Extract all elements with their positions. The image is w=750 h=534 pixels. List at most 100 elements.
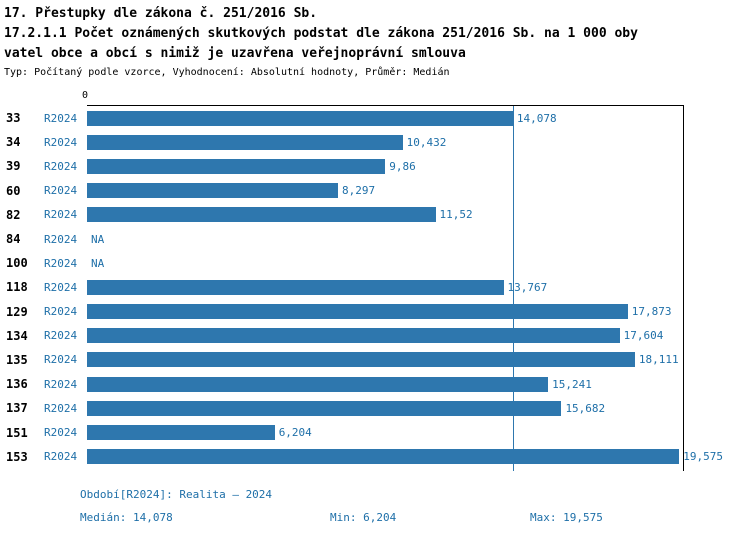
bar-zone: 17,873 <box>87 300 683 324</box>
chart-row: 151 R2024 6,204 <box>0 420 750 444</box>
value-label: 8,297 <box>342 184 376 198</box>
chart-row: 129 R2024 17,873 <box>0 300 750 324</box>
series-label: R2024 <box>44 450 78 464</box>
value-label: 17,604 <box>623 329 664 343</box>
value-label: 15,241 <box>552 377 592 391</box>
series-label: R2024 <box>44 208 78 222</box>
category-label: 84 <box>6 232 21 247</box>
series-label: R2024 <box>44 329 78 343</box>
bar-zone: 8,297 <box>87 179 683 203</box>
chart-meta: Typ: Počítaný podle vzorce, Vyhodnocení:… <box>4 67 450 78</box>
value-label: 11,52 <box>439 208 473 222</box>
value-label: 19,575 <box>683 450 723 464</box>
series-label: R2024 <box>44 353 78 367</box>
category-label: 100 <box>6 256 28 271</box>
bar-zone: NA <box>87 227 683 251</box>
chart-rows: 33 R2024 14,078 34 R2024 10,432 39 R2024… <box>0 106 750 469</box>
chart-row: 136 R2024 15,241 <box>0 372 750 396</box>
series-label: R2024 <box>44 280 78 294</box>
value-label: 10,432 <box>406 135 447 149</box>
min-stat: Min: 6,204 <box>330 511 397 524</box>
category-label: 153 <box>6 449 28 464</box>
value-label: 9,86 <box>389 159 416 173</box>
bar-zone: 17,604 <box>87 324 683 348</box>
category-label: 136 <box>6 377 28 392</box>
series-label: R2024 <box>44 111 78 125</box>
bar <box>87 304 628 320</box>
category-label: 118 <box>6 280 28 295</box>
chart-row: 118 R2024 13,767 <box>0 275 750 299</box>
bar <box>87 183 339 199</box>
series-label: R2024 <box>44 401 78 415</box>
chart-title-line2: 17.2.1.1 Počet oznámených skutkových pod… <box>4 26 638 41</box>
category-label: 39 <box>6 159 21 174</box>
chart-row: 153 R2024 19,575 <box>0 445 750 469</box>
bar <box>87 207 436 223</box>
value-label: 17,873 <box>631 305 672 319</box>
category-label: 137 <box>6 401 28 416</box>
median-stat: Medián: 14,078 <box>80 511 173 524</box>
category-label: 82 <box>6 207 21 222</box>
chart-title-line3: vatel obce a obcí s nimiž je uzavřena ve… <box>4 46 466 61</box>
value-label: 18,111 <box>638 353 679 367</box>
chart-row: 134 R2024 17,604 <box>0 324 750 348</box>
value-label: 14,078 <box>516 111 557 125</box>
value-label: NA <box>91 232 105 246</box>
chart-row: 135 R2024 18,111 <box>0 348 750 372</box>
value-label: 6,204 <box>278 426 312 440</box>
series-label: R2024 <box>44 184 78 198</box>
bar-zone: 15,682 <box>87 396 683 420</box>
series-label: R2024 <box>44 159 78 173</box>
category-label: 129 <box>6 304 28 319</box>
chart-row: 100 R2024 NA <box>0 251 750 275</box>
category-label: 134 <box>6 328 28 343</box>
bar-zone: 9,86 <box>87 154 683 178</box>
x-axis-zero-label: 0 <box>82 90 89 101</box>
bar <box>87 158 386 174</box>
category-label: 135 <box>6 352 28 367</box>
series-label: R2024 <box>44 256 78 270</box>
chart-row: 60 R2024 8,297 <box>0 179 750 203</box>
bar-zone: NA <box>87 251 683 275</box>
chart-title-line1: 17. Přestupky dle zákona č. 251/2016 Sb. <box>4 6 318 21</box>
bar <box>87 134 403 150</box>
chart-row: 39 R2024 9,86 <box>0 154 750 178</box>
series-label: R2024 <box>44 135 78 149</box>
chart-row: 33 R2024 14,078 <box>0 106 750 130</box>
bar <box>87 449 680 465</box>
series-label: R2024 <box>44 305 78 319</box>
bar <box>87 425 275 441</box>
bar <box>87 376 549 392</box>
bar-zone: 18,111 <box>87 348 683 372</box>
chart-header: 17. Přestupky dle zákona č. 251/2016 Sb.… <box>4 4 638 78</box>
chart-row: 137 R2024 15,682 <box>0 396 750 420</box>
bar <box>87 279 504 295</box>
bar-zone: 19,575 <box>87 445 723 469</box>
chart-row: 84 R2024 NA <box>0 227 750 251</box>
bar-zone: 15,241 <box>87 372 683 396</box>
legend: Období[R2024]: Realita – 2024 <box>80 488 273 501</box>
bar-zone: 6,204 <box>87 420 683 444</box>
bar-zone: 13,767 <box>87 275 683 299</box>
series-label: R2024 <box>44 426 78 440</box>
bar <box>87 352 635 368</box>
category-label: 60 <box>6 183 21 198</box>
category-label: 33 <box>6 111 21 126</box>
bar-zone: 11,52 <box>87 203 683 227</box>
bar <box>87 400 562 416</box>
category-label: 151 <box>6 425 28 440</box>
bar-zone: 14,078 <box>87 106 683 130</box>
bar <box>87 328 620 344</box>
chart-row: 34 R2024 10,432 <box>0 130 750 154</box>
bar <box>87 110 513 126</box>
bar-zone: 10,432 <box>87 130 683 154</box>
max-stat: Max: 19,575 <box>530 511 603 524</box>
series-label: R2024 <box>44 232 78 246</box>
chart-row: 82 R2024 11,52 <box>0 203 750 227</box>
value-label: 13,767 <box>507 280 548 294</box>
category-label: 34 <box>6 135 21 150</box>
value-label: 15,682 <box>565 401 606 415</box>
series-label: R2024 <box>44 377 78 391</box>
value-label: NA <box>91 256 105 270</box>
